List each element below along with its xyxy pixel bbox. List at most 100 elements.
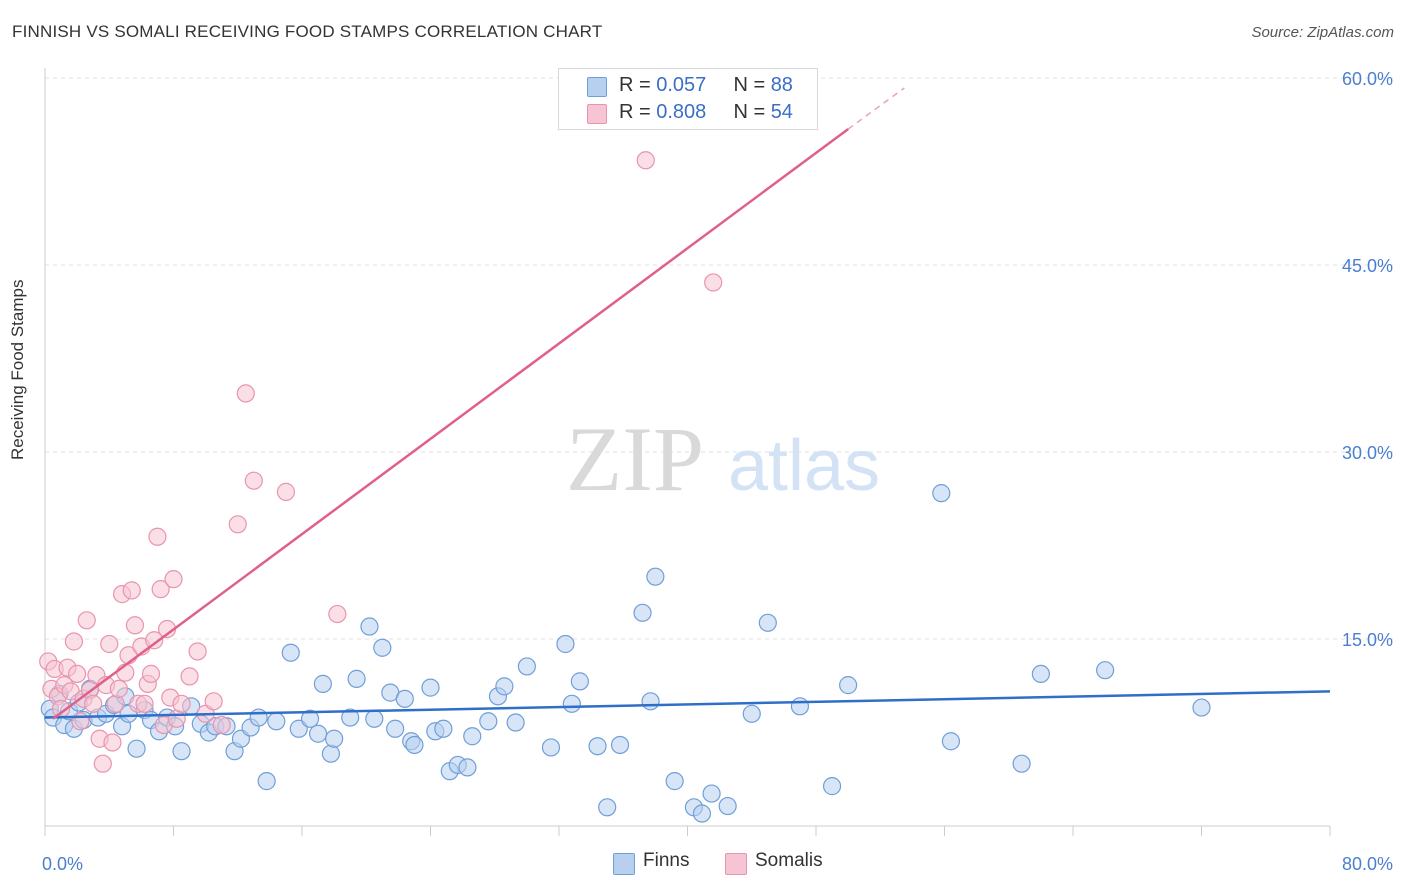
finns-point-51 xyxy=(434,719,453,738)
x-tick-label-max: 80.0% xyxy=(1342,854,1393,874)
somalis-point-53 xyxy=(704,273,723,292)
finns-point-59 xyxy=(506,713,525,732)
somalis-point-51 xyxy=(328,604,347,624)
finns-point-39 xyxy=(341,708,360,727)
finns-point-55 xyxy=(463,727,482,746)
somalis-points xyxy=(39,151,723,773)
somalis-legend-row: R = 0.808 N = 54 xyxy=(619,101,793,127)
somalis-point-30 xyxy=(135,694,154,713)
somalis-r-label: R = xyxy=(619,101,657,123)
somalis-point-41 xyxy=(172,694,191,713)
somalis-swatch xyxy=(587,104,607,124)
somalis-point-46 xyxy=(212,715,231,735)
somalis-point-9 xyxy=(68,664,87,684)
somalis-legend-label: Somalis xyxy=(755,850,823,871)
finns-point-65 xyxy=(588,737,607,756)
finns-point-79 xyxy=(822,777,842,796)
finns-point-81 xyxy=(932,484,951,503)
somalis-point-33 xyxy=(145,631,164,650)
finns-point-46 xyxy=(395,689,414,708)
finns-point-86 xyxy=(1192,698,1211,717)
chart-source: Source: ZipAtlas.com xyxy=(1251,24,1394,41)
finns-point-42 xyxy=(365,709,384,728)
y-tick-label-60: 60.0% xyxy=(1342,69,1393,89)
finns-n-label: N = xyxy=(733,74,771,96)
axes xyxy=(44,68,1331,836)
finns-point-29 xyxy=(249,708,268,727)
somalis-point-48 xyxy=(236,384,255,403)
somalis-n-value: 54 xyxy=(770,101,793,123)
somalis-point-19 xyxy=(100,634,119,654)
watermark-atlas: atlas xyxy=(728,426,880,506)
finns-point-69 xyxy=(641,692,660,711)
finns-point-37 xyxy=(321,744,341,763)
finns-n-value: 88 xyxy=(770,74,793,96)
finns-r-value: 0.057 xyxy=(656,74,707,96)
watermark-zip: ZIP xyxy=(566,408,704,510)
correlation-legend: R = 0.057 N = 88 R = 0.808 N = 54 xyxy=(558,68,818,130)
finns-point-14 xyxy=(127,739,146,758)
finns-point-66 xyxy=(598,798,617,817)
somalis-point-8 xyxy=(64,632,84,651)
finns-point-78 xyxy=(790,697,810,716)
finns-point-41 xyxy=(360,617,379,636)
somalis-trend-line xyxy=(52,128,849,720)
somalis-point-12 xyxy=(77,611,96,630)
finns-point-62 xyxy=(556,634,575,654)
finns-point-30 xyxy=(257,772,276,791)
finns-point-34 xyxy=(300,709,320,728)
somalis-point-10 xyxy=(71,712,90,731)
finns-point-38 xyxy=(325,729,344,748)
somalis-point-14 xyxy=(84,694,103,713)
finns-r-label: R = xyxy=(619,74,657,96)
somalis-r-value: 0.808 xyxy=(656,101,707,123)
finns-legend-row: R = 0.057 N = 88 xyxy=(619,74,793,100)
finns-point-80 xyxy=(839,676,858,695)
finns-point-83 xyxy=(1012,754,1031,773)
somalis-point-52 xyxy=(636,151,655,170)
somalis-point-49 xyxy=(244,471,263,490)
finns-point-49 xyxy=(421,678,440,697)
finns-point-63 xyxy=(562,694,581,713)
finns-point-60 xyxy=(517,657,536,676)
finns-trend-line xyxy=(44,690,1331,719)
somalis-point-26 xyxy=(122,581,141,600)
finns-point-76 xyxy=(742,704,761,723)
trend-lines xyxy=(44,87,1331,720)
somalis-point-32 xyxy=(141,664,161,684)
finns-point-48 xyxy=(405,735,424,755)
finns-point-67 xyxy=(610,735,630,755)
finns-point-32 xyxy=(281,643,300,662)
finns-point-82 xyxy=(941,732,961,751)
finns-point-61 xyxy=(541,738,561,757)
somalis-point-21 xyxy=(106,694,125,713)
finns-point-36 xyxy=(313,674,332,693)
somalis-legend-swatch xyxy=(725,853,747,875)
finns-point-35 xyxy=(308,724,328,743)
somalis-point-39 xyxy=(164,570,183,589)
finns-point-43 xyxy=(373,638,392,657)
finns-point-85 xyxy=(1031,664,1050,684)
finns-point-71 xyxy=(665,772,684,791)
somalis-trend-extension xyxy=(847,87,905,130)
somalis-point-42 xyxy=(180,667,199,686)
finns-point-68 xyxy=(633,603,652,622)
finns-point-70 xyxy=(646,567,665,586)
finns-point-40 xyxy=(347,669,366,688)
finns-point-77 xyxy=(758,613,777,632)
finns-legend-swatch xyxy=(613,853,635,875)
y-tick-label-30: 30.0% xyxy=(1342,443,1393,463)
somalis-point-50 xyxy=(276,482,296,501)
x-tick-label-min: 0.0% xyxy=(42,854,83,874)
somalis-point-34 xyxy=(148,527,167,546)
finns-point-20 xyxy=(172,742,191,761)
finns-point-54 xyxy=(458,758,477,777)
somalis-point-43 xyxy=(188,642,207,661)
somalis-point-47 xyxy=(228,515,247,534)
chart-title: FINNISH VS SOMALI RECEIVING FOOD STAMPS … xyxy=(12,22,603,41)
finns-point-45 xyxy=(386,719,405,738)
finns-points xyxy=(40,484,1211,823)
finns-point-74 xyxy=(702,784,721,803)
tick-labels: 15.0% 30.0% 45.0% 60.0% 0.0% 80.0% xyxy=(42,69,1393,874)
finns-point-58 xyxy=(495,677,514,696)
